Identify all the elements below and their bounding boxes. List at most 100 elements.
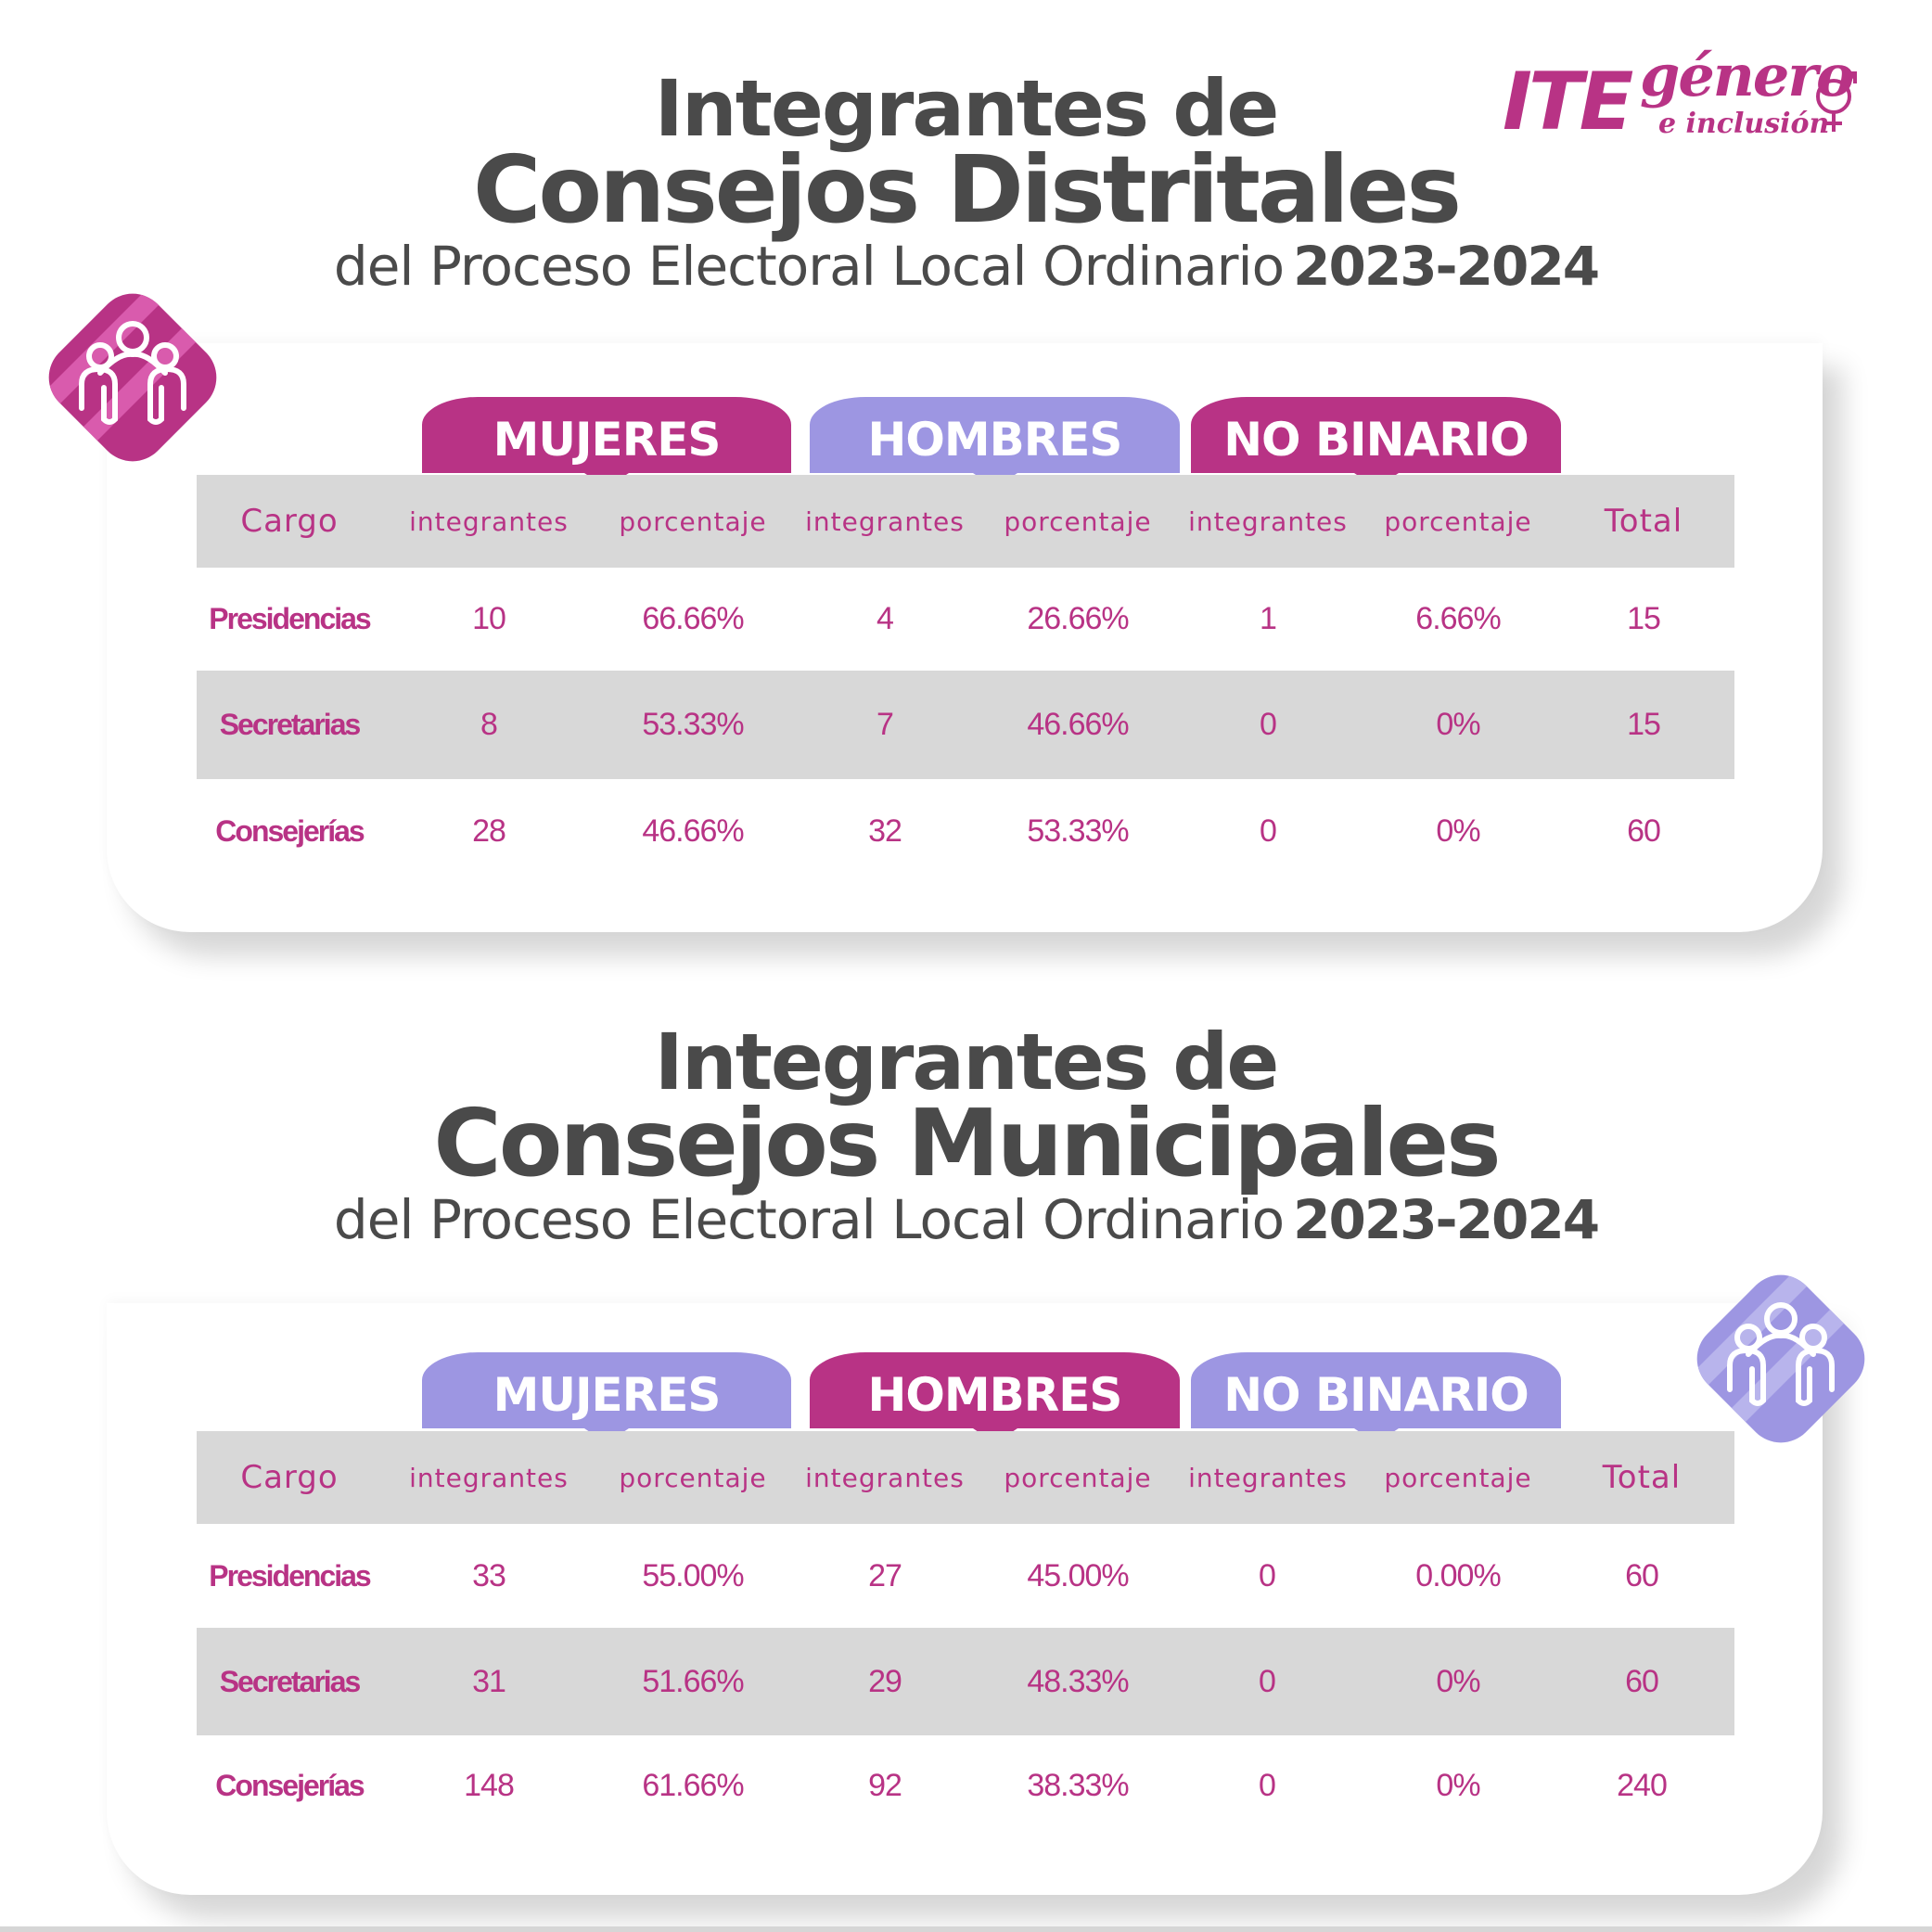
group-label-hombres: HOMBRES [867,413,1123,467]
cell-value: 0 [1259,1767,1276,1803]
table-header: Cargo integrantes porcentaje integrantes… [197,475,1734,568]
cell-value: 27 [868,1557,902,1593]
people-group-icon [1683,1261,1878,1456]
cell-total: 15 [1627,707,1661,742]
cell-value: 148 [464,1767,515,1803]
cell-value: 0 [1259,1663,1276,1699]
table-row: Consejerías 28 46.66% 32 53.33% 0 0% 60 [197,779,1734,883]
cell-value: 92 [868,1767,902,1803]
col-header-cargo: Cargo [240,503,339,540]
col-header-total: Total [1602,1459,1682,1496]
gender-symbol-icon [1816,71,1857,132]
cell-value: 53.33% [1027,812,1129,849]
cell-value: 0 [1259,1557,1276,1593]
row-label: Consejerías [215,1768,365,1802]
cell-value: 51.66% [642,1663,744,1699]
section1-subtitle: del Proceso Electoral Local Ordinario 202… [0,236,1932,297]
cell-value: 0% [1436,812,1480,849]
section2-subtitle: del Proceso Electoral Local Ordinario 202… [0,1189,1932,1250]
col-header-porcentaje: porcentaje [1004,505,1152,537]
distritales-table: Cargo integrantes porcentaje integrantes… [197,475,1734,883]
bottom-divider [0,1926,1932,1932]
cell-value: 46.66% [642,812,744,849]
section2-year: 2023-2024 [1293,1188,1600,1251]
cell-value: 48.33% [1027,1663,1129,1699]
col-header-porcentaje: porcentaje [619,1462,767,1493]
row-label: Consejerías [215,813,365,848]
ite-genero-logo: ITE género e inclusión [1503,44,1857,153]
cell-value: 0% [1436,1663,1480,1699]
col-header-porcentaje: porcentaje [1384,1462,1532,1493]
group-label-mujeres: MUJERES [493,1368,722,1422]
row-label: Presidencias [209,602,371,635]
table-header: Cargo integrantes porcentaje integrantes… [197,1431,1734,1524]
group-label-no-binario: NO BINARIO [1223,1368,1529,1422]
cell-value: 53.33% [642,707,744,742]
table-row: Secretarias 8 53.33% 7 46.66% 0 0% 15 [197,671,1734,779]
cell-value: 7 [876,707,894,742]
section1-year: 2023-2024 [1293,235,1600,298]
row-label: Presidencias [209,1558,371,1593]
group-label-mujeres: MUJERES [493,413,722,467]
cell-value: 29 [868,1663,902,1699]
col-header-integrantes: integrantes [805,505,965,537]
cell-total: 60 [1625,1557,1659,1593]
cell-value: 66.66% [642,601,744,636]
cell-value: 0% [1436,1767,1480,1803]
group-tab-mujeres: MUJERES [422,1352,791,1443]
group-tab-hombres: HOMBRES [810,397,1180,488]
cell-value: 32 [868,812,902,849]
cell-value: 0 [1260,812,1277,849]
group-tab-no-binario: NO BINARIO [1191,397,1561,488]
section2-title-line2: Consejos Municipales [433,1089,1501,1197]
group-label-no-binario: NO BINARIO [1223,413,1529,467]
group-tab-no-binario: NO BINARIO [1191,1352,1561,1443]
cell-total: 60 [1627,812,1661,849]
cell-value: 10 [472,601,506,636]
col-header-porcentaje: porcentaje [619,505,767,537]
row-label: Secretarias [219,1664,362,1698]
people-group-icon [35,280,230,475]
group-tab-mujeres: MUJERES [422,397,791,488]
col-header-integrantes: integrantes [805,1462,965,1493]
cell-value: 6.66% [1415,601,1501,636]
cell-value: 0 [1260,707,1277,742]
cell-value: 46.66% [1027,707,1129,742]
cell-value: 26.66% [1027,601,1129,636]
table-row: Presidencias 10 66.66% 4 26.66% 1 6.66% … [197,568,1734,671]
col-header-integrantes: integrantes [1188,1462,1348,1493]
col-header-integrantes: integrantes [409,1462,569,1493]
cell-value: 0% [1436,707,1480,742]
cell-value: 45.00% [1027,1557,1129,1593]
cell-value: 38.33% [1027,1767,1129,1803]
cell-value: 31 [472,1663,506,1699]
col-header-porcentaje: porcentaje [1384,505,1532,537]
section1-title-line2: Consejos Distritales [472,135,1462,244]
group-label-hombres: HOMBRES [867,1368,1123,1422]
section2-subtitle-text: del Proceso Electoral Local Ordinario [333,1188,1285,1251]
section1-title-line1: Integrantes de [654,63,1280,154]
cell-value: 8 [480,707,498,742]
cell-value: 4 [876,601,894,636]
row-label: Secretarias [219,708,362,741]
logo-ite-text: ITE [1503,56,1633,148]
col-header-integrantes: integrantes [409,505,569,537]
cell-total: 15 [1627,601,1661,636]
municipales-table: Cargo integrantes porcentaje integrantes… [197,1431,1734,1839]
section2-title-line1: Integrantes de [654,1017,1280,1107]
cell-value: 61.66% [642,1767,744,1803]
col-header-porcentaje: porcentaje [1004,1462,1152,1493]
cell-value: 28 [472,812,506,849]
cell-value: 33 [472,1557,506,1593]
col-header-total: Total [1604,503,1683,540]
cell-total: 240 [1617,1767,1668,1803]
col-header-integrantes: integrantes [1188,505,1348,537]
cell-total: 60 [1625,1663,1659,1699]
group-tab-hombres: HOMBRES [810,1352,1180,1443]
cell-value: 1 [1260,601,1277,636]
cell-value: 55.00% [642,1557,744,1593]
table-row: Presidencias 33 55.00% 27 45.00% 0 0.00%… [197,1524,1734,1628]
logo-inclusion-text: e inclusión [1658,108,1830,140]
section1-subtitle-text: del Proceso Electoral Local Ordinario [333,235,1285,298]
cell-value: 0.00% [1415,1557,1501,1593]
